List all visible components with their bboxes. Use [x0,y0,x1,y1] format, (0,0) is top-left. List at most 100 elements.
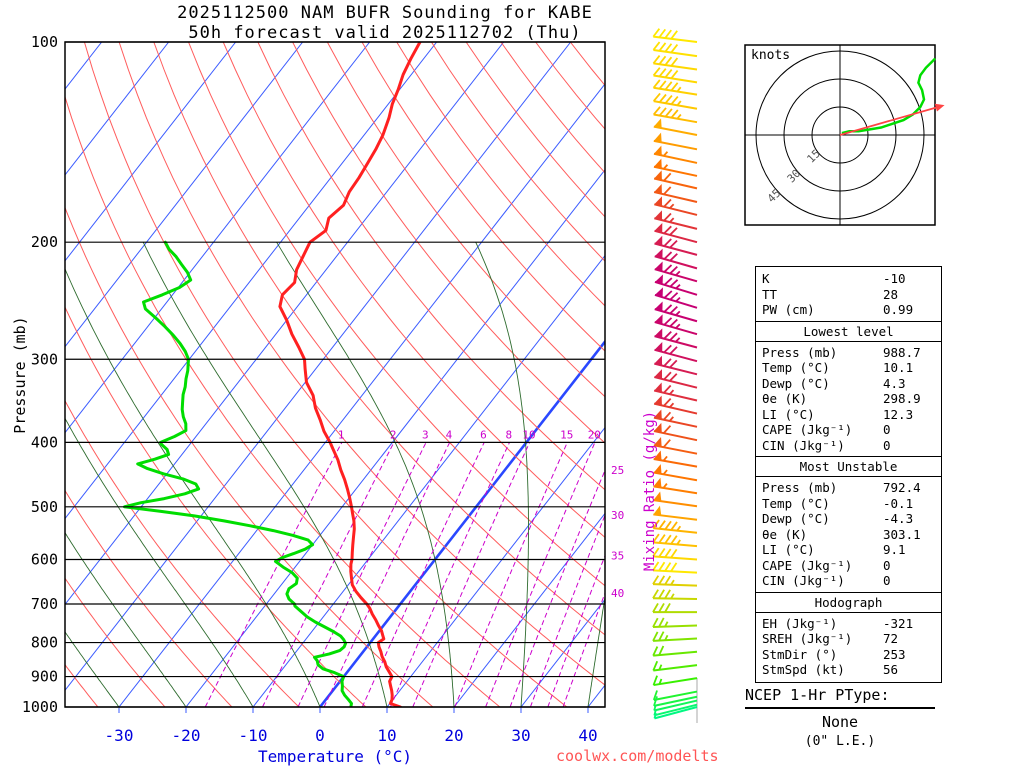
stats-row: K -10 [762,271,935,287]
wind-barb [653,690,698,701]
stats-section-title: Hodograph [756,591,941,613]
mixing-ratio-axis-label: Mixing Ratio (g/kg) [642,410,658,572]
pressure-tick-label: 1000 [22,698,58,716]
wind-barb [653,541,698,548]
mixing-ratio-label: 1 [338,428,345,441]
stats-label: StmSpd (kt) [762,662,845,677]
stats-panel: K -10 TT 28 PW (cm) 0.99 Lowest level Press (mb… [755,266,942,683]
temp-tick-label: -30 [105,726,134,745]
mixing-ratio-label: 10 [522,428,535,441]
stats-value: 56 [883,662,899,677]
stats-value: 303.1 [883,526,921,542]
wind-barb [652,597,698,600]
mixing-ratio-label: 2 [390,428,397,441]
wind-barb [653,35,698,43]
stats-label: K [762,271,770,286]
stats-value: 0 [883,573,891,588]
temp-tick-label: -20 [172,726,201,745]
hodograph-ring [783,78,897,192]
wind-barb [653,152,698,164]
stats-row: Dewp (°C) 4.3 [762,376,935,392]
hodograph-units-label: knots [751,48,790,63]
stats-section-title: Most Unstable [756,456,941,477]
mixing-ratio-label: 35 [611,550,624,563]
wind-barb [652,583,698,587]
wind-barb [653,650,698,657]
wind-barb [653,569,698,574]
wind-barb [654,281,698,296]
mixing-ratio-label: 20 [588,428,601,441]
stats-value: 72 [883,631,899,646]
mixing-ratio-label: 3 [422,428,429,441]
stats-value: -4.3 [883,511,914,526]
stats-value: 9.1 [883,542,906,557]
wind-barb [654,255,698,270]
ptype-liquid-equivalent: (0" L.E.) [804,734,876,749]
wind-barb [653,86,698,96]
wind-barb [653,527,698,534]
stats-label: LI (°C) [762,406,815,422]
wind-barb [653,637,698,642]
ptype-panel: NCEP 1-Hr PType: None (0" L.E.) [745,686,935,749]
wind-barb [654,348,698,363]
wind-barb [653,416,698,428]
stats-label: StmDir (°) [762,646,838,662]
stats-value: 253 [883,646,906,662]
temperature-curve [278,42,422,707]
mixing-ratio-label: 4 [446,428,453,441]
pressure-tick-label: 700 [31,595,58,613]
mixing-ratio-label: 6 [480,428,487,441]
stats-row: θe (K) 303.1 [762,527,935,543]
stats-label: CIN (Jkg⁻¹) [762,573,845,588]
stats-row: Temp (°C) 10.1 [762,360,935,376]
stats-value: 10.1 [883,360,914,375]
stats-row: LI (°C) 9.1 [762,542,935,558]
stats-label: Press (mb) [762,344,838,360]
stats-row: Dewp (°C) -4.3 [762,511,935,527]
stats-label: θe (K) [762,391,808,406]
stats-label: Press (mb) [762,480,838,495]
dewpoint-curve [122,240,353,707]
stats-value: 988.7 [883,344,921,360]
pressure-tick-label: 400 [31,433,58,451]
wind-barb [653,113,698,124]
stats-label: CIN (Jkg⁻¹) [762,437,845,453]
ptype-value: None [821,713,859,731]
chart-title: 2025112500 NAM BUFR Sounding for KABE [177,3,593,23]
hodograph-ring [755,50,925,220]
wind-barb [654,242,698,256]
stats-section-title: Lowest level [756,320,941,342]
wind-barb [653,695,698,707]
pressure-tick-label: 900 [31,668,58,686]
wind-barb [654,229,698,244]
wind-barb [653,457,698,468]
stats-label: TT [762,286,778,302]
plot-border [64,41,606,708]
temp-tick-label: 10 [377,726,396,745]
pressure-tick-label: 600 [31,550,58,568]
wind-barb [653,444,698,455]
stats-row: StmSpd (kt) 56 [762,662,935,678]
stats-label: CAPE (Jkg⁻¹) [762,557,853,573]
stats-row: PW (cm) 0.99 [762,302,935,318]
pressure-tick-label: 200 [31,233,58,251]
stats-value: 4.3 [883,375,906,391]
wind-barb [653,100,698,110]
wind-barb [653,48,698,58]
temp-tick-label: -10 [239,726,268,745]
stats-value: -0.1 [883,495,914,511]
wind-barb [654,703,698,717]
sounding-profiles [122,42,422,707]
stats-value: 298.9 [883,391,921,406]
mixing-ratio-label: 15 [560,428,573,441]
stats-label: LI (°C) [762,542,815,557]
wind-barb [653,513,698,521]
wind-barb [653,165,698,177]
wind-barb [653,74,698,84]
temp-tick-label: 40 [578,726,597,745]
stats-value: -10 [883,271,906,286]
wind-barb [653,62,698,71]
